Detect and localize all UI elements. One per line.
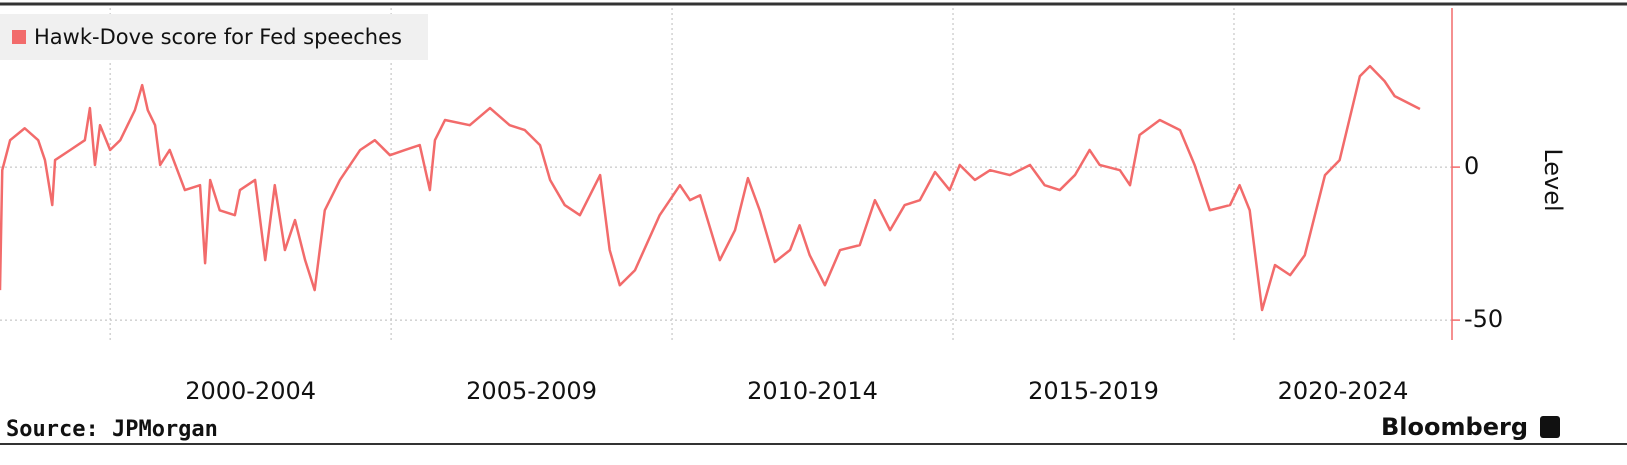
y-tick-label: -50 — [1464, 305, 1503, 333]
source: Source: JPMorgan — [6, 417, 218, 442]
x-tick-label: 2015-2019 — [1028, 377, 1159, 405]
x-tick-label: 2005-2009 — [466, 377, 597, 405]
brand: Bloomberg — [1381, 413, 1528, 441]
x-tick-label: 2010-2014 — [747, 377, 878, 405]
x-tick-label: 2020-2024 — [1278, 377, 1409, 405]
legend-swatch — [12, 30, 26, 44]
brand-icon — [1540, 416, 1560, 438]
line-series — [0, 64, 1421, 312]
legend-box — [0, 14, 428, 60]
y-axis-label: Level — [1539, 148, 1567, 211]
x-tick-label: 2000-2004 — [185, 377, 316, 405]
y-tick-label: 0 — [1464, 152, 1479, 180]
legend-label: Hawk-Dove score for Fed speeches — [34, 25, 402, 49]
